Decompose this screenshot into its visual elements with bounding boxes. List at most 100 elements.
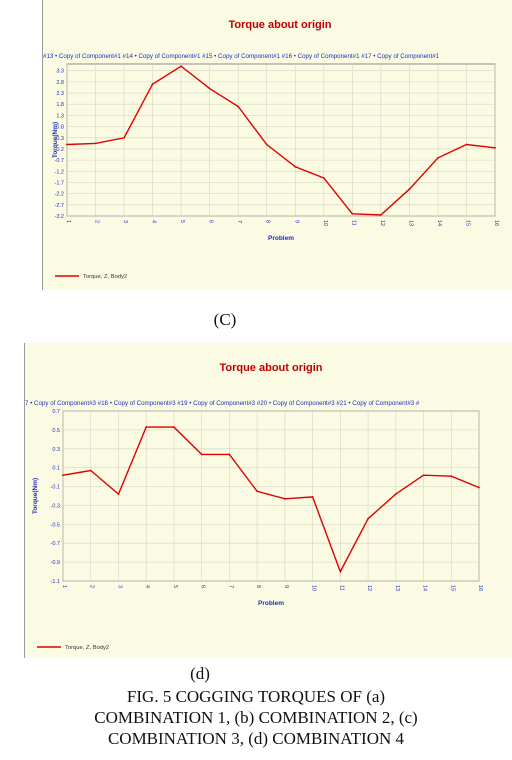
x-tick-label: 9 — [293, 220, 299, 223]
chart-d-svg: Torque about origin 7 • Copy of Component… — [25, 362, 483, 651]
y-tick-label: -3.2 — [55, 214, 64, 220]
y-tick-label: 0.3 — [52, 447, 60, 453]
y-tick-label: -0.5 — [51, 522, 60, 528]
y-tick-label: 1.3 — [56, 113, 64, 119]
caption-line-3: COMBINATION 3, (d) COMBINATION 4 — [107, 729, 405, 748]
chart-title: Torque about origin — [219, 362, 322, 374]
x-tick-label: 7 — [227, 585, 233, 588]
data-point — [367, 517, 369, 520]
x-tick-label: 16 — [477, 585, 483, 591]
legend-label: Torque, Z, Body2 — [83, 274, 127, 280]
data-point — [117, 493, 120, 496]
y-tick-label: -2.2 — [55, 192, 64, 198]
caption-line-1: FIG. 5 COGGING TORQUES OF (a) — [126, 687, 386, 706]
chart-title: Torque about origin — [228, 19, 331, 31]
data-point — [151, 83, 154, 86]
y-axis-label: Torque(Nm) — [32, 478, 39, 514]
x-tick-label: 15 — [464, 220, 470, 226]
data-point — [145, 426, 148, 428]
x-tick-label: 6 — [208, 220, 214, 223]
y-tick-label: -1.1 — [51, 579, 60, 585]
y-tick-label: -2.7 — [55, 203, 64, 209]
subfigure-label-d: (d) — [190, 664, 210, 683]
y-axis-label: Torque(Nm) — [52, 122, 59, 158]
y-tick-label: 2.8 — [56, 80, 64, 86]
data-point — [173, 426, 175, 428]
x-axis-label: Problem — [268, 235, 294, 242]
data-point — [494, 146, 496, 149]
chart-panel-d: Torque about origin 7 • Copy of Component… — [24, 343, 512, 658]
x-tick-label: 10 — [322, 220, 328, 226]
data-point — [437, 156, 439, 159]
series-line — [62, 426, 480, 574]
x-tick-label: 11 — [338, 585, 344, 591]
x-tick-label: 13 — [394, 585, 400, 591]
y-tick-label: 0.5 — [52, 428, 60, 434]
data-point — [379, 213, 382, 216]
data-point — [200, 453, 203, 456]
data-point — [322, 177, 325, 179]
x-tick-label: 11 — [350, 220, 356, 226]
x-tick-label: 4 — [144, 585, 150, 588]
caption-line-2: COMBINATION 1, (b) COMBINATION 2, (c) — [94, 708, 418, 727]
x-tick-label: 10 — [311, 585, 317, 591]
x-tick-label: 8 — [265, 220, 271, 223]
data-point — [351, 212, 354, 215]
data-point — [422, 474, 425, 477]
series-header-strip: #13 • Copy of Component#1 #14 • Copy of … — [43, 53, 440, 60]
x-tick-label: 16 — [493, 220, 499, 226]
y-tick-label: 0.1 — [52, 466, 60, 472]
data-point — [408, 188, 411, 191]
x-tick-label: 14 — [436, 220, 442, 226]
data-point — [237, 105, 240, 108]
x-tick-label: 5 — [172, 585, 178, 588]
data-point — [256, 490, 259, 493]
data-point — [465, 143, 468, 146]
data-point — [208, 87, 211, 90]
y-tick-label: 3.3 — [56, 69, 64, 75]
plot-area — [62, 410, 480, 582]
y-tick-label: -0.7 — [51, 541, 60, 547]
y-tick-label: 0.3 — [56, 136, 64, 142]
x-tick-label: 8 — [255, 585, 261, 588]
x-tick-label: 5 — [179, 220, 185, 223]
data-point — [94, 142, 97, 145]
data-point — [228, 453, 231, 456]
plot-area — [66, 63, 496, 217]
data-point — [66, 143, 68, 146]
x-tick-label: 2 — [89, 585, 95, 588]
y-tick-label: -0.1 — [51, 485, 60, 491]
x-tick-label: 1 — [61, 585, 67, 588]
y-tick-label: -0.2 — [55, 147, 64, 153]
data-point — [123, 136, 125, 139]
series-line — [66, 65, 496, 216]
x-tick-label: 12 — [366, 585, 372, 591]
x-tick-label: 15 — [449, 585, 455, 591]
data-point — [294, 165, 297, 168]
x-tick-label: 12 — [379, 220, 385, 226]
data-point — [450, 475, 453, 478]
y-tick-label: -0.3 — [51, 503, 60, 509]
y-tick-label: -1.2 — [55, 169, 64, 175]
x-tick-label: 6 — [200, 585, 206, 588]
x-tick-label: 3 — [122, 220, 128, 223]
x-tick-label: 14 — [422, 585, 428, 591]
y-tick-label: 0.8 — [56, 125, 64, 131]
data-point — [394, 493, 397, 496]
x-tick-label: 7 — [236, 220, 242, 223]
x-axis-label: Problem — [258, 600, 284, 607]
y-tick-label: -0.7 — [55, 158, 64, 164]
data-point — [339, 570, 342, 573]
x-tick-label: 2 — [94, 220, 100, 223]
y-tick-label: 2.3 — [56, 91, 64, 97]
x-tick-label: 1 — [65, 220, 71, 223]
legend-label: Torque, Z, Body2 — [65, 645, 109, 651]
data-point — [283, 497, 286, 500]
y-tick-label: -1.7 — [55, 180, 64, 186]
x-tick-label: 4 — [151, 220, 157, 223]
chart-panel-c: Torque about origin #13 • Copy of Compone… — [42, 0, 512, 290]
data-point — [311, 496, 314, 498]
figure-caption: FIG. 5 COGGING TORQUES OF (a) COMBINATIO… — [0, 686, 512, 749]
x-tick-label: 3 — [116, 585, 122, 588]
y-tick-label: 1.8 — [56, 102, 64, 108]
